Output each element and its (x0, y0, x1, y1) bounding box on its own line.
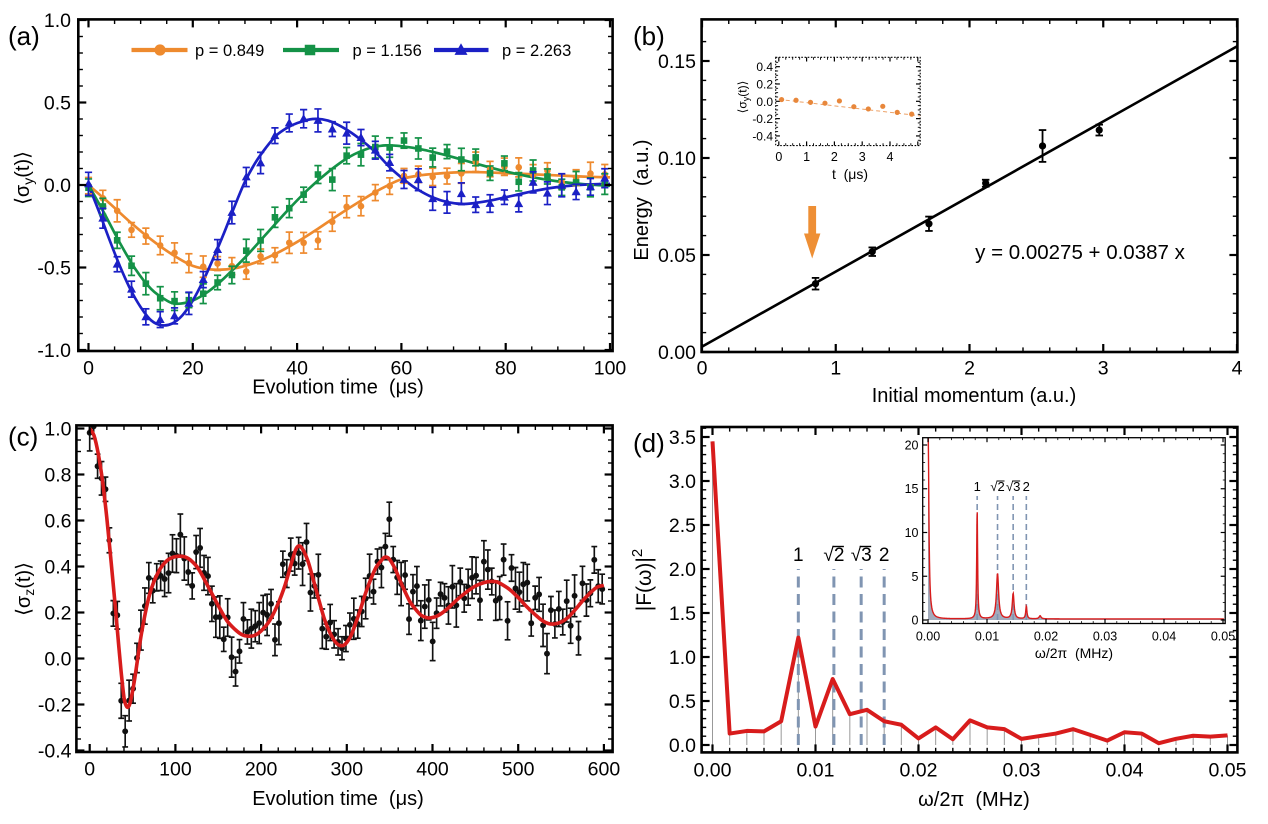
svg-text:√2: √2 (990, 479, 1004, 494)
svg-text:4: 4 (887, 150, 894, 164)
svg-text:Energy (a.u.): Energy (a.u.) (631, 139, 653, 260)
svg-text:0: 0 (775, 150, 782, 164)
svg-text:2: 2 (831, 150, 838, 164)
svg-text:200: 200 (245, 759, 278, 781)
svg-text:p = 1.156: p = 1.156 (353, 42, 422, 60)
svg-text:20: 20 (905, 439, 919, 453)
svg-text:15: 15 (905, 482, 919, 496)
svg-text:Initial momentum (a.u.): Initial momentum (a.u.) (872, 385, 1077, 407)
svg-text:500: 500 (502, 759, 535, 781)
svg-text:0: 0 (697, 358, 708, 380)
svg-text:0.2: 0.2 (756, 78, 773, 92)
svg-text:40: 40 (286, 358, 308, 380)
svg-text:0.2: 0.2 (44, 603, 71, 625)
svg-text:t (μs): t (μs) (832, 166, 868, 182)
svg-text:100: 100 (159, 759, 192, 781)
svg-text:-1.0: -1.0 (37, 340, 71, 362)
svg-text:0.05: 0.05 (1211, 630, 1235, 644)
svg-text:Evolution time (μs): Evolution time (μs) (252, 377, 424, 399)
svg-text:2.5: 2.5 (669, 515, 696, 537)
svg-text:0.01: 0.01 (797, 760, 835, 782)
svg-text:1: 1 (803, 150, 810, 164)
svg-text:400: 400 (416, 759, 449, 781)
svg-text:1: 1 (793, 545, 804, 566)
svg-text:-0.5: -0.5 (37, 258, 71, 280)
svg-text:0.4: 0.4 (756, 60, 773, 74)
svg-text:⟨σz(t)⟩: ⟨σz(t)⟩ (13, 562, 37, 616)
svg-text:2.0: 2.0 (669, 559, 696, 581)
svg-text:80: 80 (495, 358, 517, 380)
svg-text:1.0: 1.0 (44, 419, 71, 441)
svg-text:-0.4: -0.4 (752, 129, 773, 143)
svg-text:0.01: 0.01 (975, 630, 999, 644)
svg-text:⟨σy(t)⟩: ⟨σy(t)⟩ (736, 81, 752, 114)
svg-text:Evolution time (μs): Evolution time (μs) (252, 788, 424, 810)
svg-text:-0.2: -0.2 (38, 695, 72, 717)
svg-text:0.6: 0.6 (44, 511, 71, 533)
svg-text:3.5: 3.5 (669, 427, 696, 449)
svg-text:20: 20 (182, 358, 204, 380)
svg-text:3: 3 (859, 150, 866, 164)
svg-text:0.03: 0.03 (1003, 760, 1041, 782)
svg-text:0.5: 0.5 (44, 93, 71, 115)
svg-text:0.04: 0.04 (1152, 630, 1176, 644)
svg-text:0.0: 0.0 (44, 175, 71, 197)
svg-text:2: 2 (879, 545, 890, 566)
svg-text:100: 100 (594, 358, 627, 380)
svg-text:0.02: 0.02 (1034, 630, 1058, 644)
svg-text:ω/2π (MHz): ω/2π (MHz) (918, 789, 1030, 811)
svg-text:(d): (d) (633, 428, 665, 458)
svg-text:0.8: 0.8 (44, 465, 71, 487)
svg-text:2: 2 (1023, 479, 1030, 494)
svg-text:60: 60 (391, 358, 413, 380)
svg-text:0.05: 0.05 (658, 245, 696, 267)
svg-text:√3: √3 (1006, 479, 1020, 494)
svg-text:0: 0 (84, 759, 95, 781)
svg-text:-0.4: -0.4 (38, 741, 72, 763)
svg-text:√2: √2 (823, 545, 844, 566)
svg-text:0.10: 0.10 (658, 148, 696, 170)
svg-text:0.5: 0.5 (669, 691, 696, 713)
svg-text:p = 0.849: p = 0.849 (195, 42, 264, 60)
svg-text:ω/2π (MHz): ω/2π (MHz) (1035, 645, 1113, 661)
svg-text:0.15: 0.15 (658, 51, 696, 73)
svg-text:1.0: 1.0 (44, 10, 71, 32)
svg-text:0.04: 0.04 (1106, 760, 1144, 782)
svg-text:1: 1 (974, 479, 981, 494)
svg-text:y = 0.00275 + 0.0387 x: y = 0.00275 + 0.0387 x (975, 241, 1185, 264)
svg-text:3.0: 3.0 (669, 471, 696, 493)
svg-text:0.00: 0.00 (658, 342, 696, 364)
svg-text:0.0: 0.0 (669, 735, 696, 757)
svg-text:p = 2.263: p = 2.263 (502, 42, 571, 60)
svg-text:⟨σy(t)⟩: ⟨σy(t)⟩ (12, 151, 36, 205)
svg-text:0.00: 0.00 (916, 630, 940, 644)
svg-text:1.0: 1.0 (669, 647, 696, 669)
svg-text:(c): (c) (8, 422, 38, 452)
svg-text:0: 0 (83, 358, 94, 380)
svg-text:(b): (b) (633, 21, 665, 51)
svg-text:3: 3 (1098, 358, 1109, 380)
svg-text:4: 4 (1232, 358, 1243, 380)
svg-text:|F(ω)|2: |F(ω)|2 (629, 549, 656, 611)
svg-text:0.05: 0.05 (1209, 760, 1247, 782)
svg-text:0.03: 0.03 (1093, 630, 1117, 644)
svg-text:10: 10 (905, 526, 919, 540)
svg-text:-0.2: -0.2 (752, 112, 773, 126)
svg-text:1: 1 (830, 358, 841, 380)
svg-text:0.0: 0.0 (756, 95, 773, 109)
svg-text:600: 600 (588, 759, 621, 781)
svg-text:0.00: 0.00 (694, 760, 732, 782)
svg-text:√3: √3 (851, 545, 872, 566)
svg-text:300: 300 (331, 759, 364, 781)
svg-text:1.5: 1.5 (669, 603, 696, 625)
svg-text:0: 0 (912, 614, 919, 628)
svg-text:0.4: 0.4 (44, 557, 71, 579)
svg-text:(a): (a) (8, 21, 40, 51)
svg-text:0.02: 0.02 (900, 760, 938, 782)
svg-text:5: 5 (912, 570, 919, 584)
svg-text:2: 2 (964, 358, 975, 380)
svg-text:0.0: 0.0 (44, 649, 71, 671)
